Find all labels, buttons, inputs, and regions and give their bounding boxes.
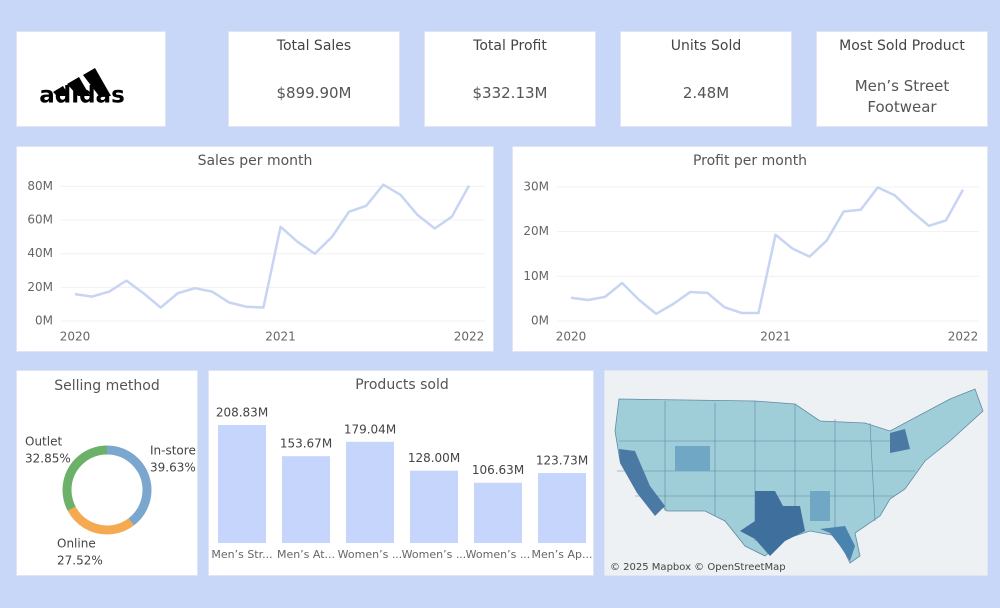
donut-value-label: 32.85% bbox=[25, 452, 71, 466]
kpi-card: Total Profit $332.13M bbox=[424, 31, 596, 127]
bar bbox=[282, 456, 330, 543]
chart-title: Selling method bbox=[54, 378, 159, 394]
logo-card: adidas bbox=[16, 31, 166, 127]
chart-card: Products sold 208.83M Men’s Str... 153.67M M… bbox=[208, 370, 594, 576]
kpi-label: Total Sales bbox=[276, 38, 352, 54]
y-tick-label: 30M bbox=[523, 179, 549, 193]
logo-stripe bbox=[83, 68, 111, 96]
bar bbox=[474, 482, 522, 543]
bar bbox=[218, 425, 266, 543]
map-state bbox=[619, 449, 665, 516]
x-tick-label: Women’s ... bbox=[466, 548, 531, 561]
map-card: © 2025 Mapbox © OpenStreetMap bbox=[604, 370, 988, 576]
kpi-value: 2.48M bbox=[682, 84, 730, 102]
bar-value-label: 128.00M bbox=[408, 451, 460, 465]
y-tick-label: 20M bbox=[523, 224, 549, 238]
x-tick-label: 2020 bbox=[60, 330, 91, 344]
y-tick-label: 20M bbox=[27, 280, 53, 294]
x-tick-label: Men’s Str... bbox=[211, 548, 272, 561]
kpi-card: Units Sold 2.48M bbox=[620, 31, 792, 127]
x-tick-label: 2022 bbox=[454, 330, 485, 344]
chart-title: Profit per month bbox=[693, 153, 807, 169]
x-tick-label: Men’s At... bbox=[277, 548, 335, 561]
kpi-label: Total Profit bbox=[473, 38, 547, 54]
bar-value-label: 153.67M bbox=[280, 437, 332, 451]
donut-segment bbox=[62, 445, 152, 535]
chart-title: Sales per month bbox=[198, 153, 313, 169]
chart-card: Selling method In-store 39.63% Online 27.52%… bbox=[16, 370, 198, 576]
y-tick-label: 0M bbox=[35, 314, 53, 328]
x-tick-label: 2020 bbox=[556, 330, 587, 344]
chart: Selling method In-store 39.63% Online 27.52%… bbox=[25, 378, 196, 568]
kpi-value: Men’s Street Footwear bbox=[854, 77, 950, 116]
x-tick-label: Women’s ... bbox=[402, 548, 467, 561]
kpi-label: Units Sold bbox=[670, 38, 742, 54]
map-state bbox=[820, 526, 855, 561]
chart-card: Sales per month 0M 20M 40M 60M 80M 2020 2021 202… bbox=[16, 146, 494, 352]
kpi-value: $332.13M bbox=[472, 84, 548, 102]
y-tick-label: 80M bbox=[27, 179, 53, 193]
x-tick-label: Men’s Ap... bbox=[532, 548, 593, 561]
map-state bbox=[890, 429, 910, 453]
donut-value-label: 27.52% bbox=[57, 554, 103, 568]
donut-segment bbox=[62, 445, 152, 535]
chart-card: Profit per month 0M 10M 20M 30M 2020 2021 2022 bbox=[512, 146, 988, 352]
kpi-card: Most Sold Product Men’s Street Footwear bbox=[816, 31, 988, 127]
logo-text: adidas bbox=[39, 83, 125, 109]
y-tick-label: 60M bbox=[27, 213, 53, 227]
bar-value-label: 106.63M bbox=[472, 463, 524, 477]
chart: Products sold 208.83M Men’s Str... 153.67M M… bbox=[211, 377, 593, 561]
kpi-card: Total Sales $899.90M bbox=[228, 31, 400, 127]
map: © 2025 Mapbox © OpenStreetMap bbox=[605, 371, 987, 575]
donut-label: In-store bbox=[150, 444, 196, 458]
bar bbox=[538, 473, 586, 543]
donut-label: Outlet bbox=[25, 435, 62, 449]
bar-value-label: 179.04M bbox=[344, 422, 396, 436]
logo: adidas bbox=[39, 68, 125, 109]
y-tick-label: 0M bbox=[531, 314, 549, 328]
line bbox=[74, 183, 471, 309]
map-state bbox=[740, 491, 805, 556]
line bbox=[570, 186, 965, 316]
logo-stripe bbox=[53, 86, 69, 96]
map-attribution: © 2025 Mapbox © OpenStreetMap bbox=[610, 562, 786, 573]
chart: Sales per month 0M 20M 40M 60M 80M 2020 2021 202… bbox=[27, 153, 485, 344]
map-state bbox=[675, 446, 710, 471]
x-tick-label: Women’s ... bbox=[338, 548, 403, 561]
donut-label: Online bbox=[57, 537, 96, 551]
x-tick-label: 2021 bbox=[760, 330, 791, 344]
donut-value-label: 39.63% bbox=[150, 461, 196, 475]
bar bbox=[346, 441, 394, 543]
bar-value-label: 208.83M bbox=[216, 406, 268, 420]
map-state bbox=[810, 491, 830, 521]
kpi-label: Most Sold Product bbox=[839, 38, 965, 54]
y-tick-label: 10M bbox=[523, 269, 549, 283]
chart-title: Products sold bbox=[355, 377, 449, 393]
y-tick-label: 40M bbox=[27, 246, 53, 260]
kpi-value: $899.90M bbox=[276, 84, 352, 102]
chart: Profit per month 0M 10M 20M 30M 2020 2021 2022 bbox=[523, 153, 979, 344]
logo-stripe bbox=[67, 77, 90, 96]
x-tick-label: 2021 bbox=[265, 330, 296, 344]
bar bbox=[410, 470, 458, 543]
x-tick-label: 2022 bbox=[948, 330, 979, 344]
bar-value-label: 123.73M bbox=[536, 454, 588, 468]
